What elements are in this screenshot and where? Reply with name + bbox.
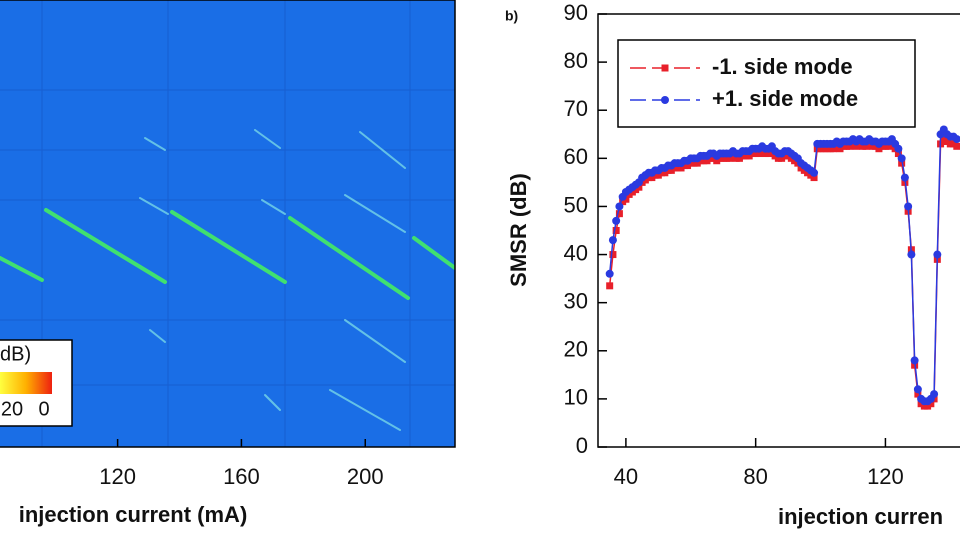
x-tick-label: 120 — [867, 464, 904, 489]
legend-marker — [661, 96, 669, 104]
data-point — [810, 174, 818, 182]
panel-label: b) — [505, 8, 518, 24]
data-point — [606, 282, 614, 290]
data-point — [930, 390, 939, 399]
data-point — [810, 168, 819, 177]
frame-a — [0, 0, 456, 448]
y-tick-label: 30 — [564, 288, 588, 313]
data-point — [612, 227, 620, 234]
legend-label: +1. side mode — [712, 86, 858, 111]
y-tick-label: 70 — [564, 96, 588, 121]
y-tick-label: 80 — [564, 48, 588, 73]
data-point — [609, 251, 617, 259]
data-point — [608, 236, 617, 245]
spectrogram — [0, 0, 455, 447]
y-tick-label: 10 — [564, 385, 588, 410]
data-point — [953, 142, 960, 150]
data-point — [612, 216, 621, 225]
x-tick-label: 80 — [743, 464, 767, 489]
y-tick-label: 20 — [564, 337, 588, 362]
legend-marker — [661, 64, 669, 72]
y-tick-label: 40 — [564, 240, 588, 265]
y-tick-label: 50 — [564, 192, 588, 217]
x-tick-label: 120 — [99, 464, 136, 489]
data-point — [933, 250, 942, 259]
colorbar-label: dB) — [0, 343, 31, 365]
data-point — [898, 159, 906, 167]
data-point — [927, 400, 935, 408]
y-tick-label: 0 — [576, 433, 588, 458]
x-tick-label: 200 — [347, 464, 384, 489]
data-point — [622, 195, 630, 203]
data-point — [615, 210, 623, 218]
x-tick-label: 160 — [223, 464, 260, 489]
x-axis-label: injection curren — [778, 504, 943, 529]
data-point — [894, 150, 902, 158]
data-point — [907, 250, 916, 259]
data-point — [615, 202, 624, 211]
y-tick-label: 90 — [564, 0, 588, 25]
colorbar-tick: 0 — [38, 398, 49, 420]
x-axis-label: injection current (mA) — [19, 502, 248, 527]
frame-b — [597, 13, 960, 448]
data-point — [897, 154, 906, 163]
y-tick-label: 60 — [564, 144, 588, 169]
data-point — [605, 269, 614, 278]
data-point — [913, 385, 922, 394]
data-point — [900, 173, 909, 182]
data-point — [952, 135, 960, 144]
x-tick-label: 40 — [614, 464, 638, 489]
data-point — [914, 390, 922, 398]
colorbar-tick: 20 — [1, 398, 23, 420]
data-point — [910, 356, 919, 365]
plot-area — [605, 125, 960, 410]
y-axis-label: SMSR (dB) — [506, 173, 531, 287]
data-point — [894, 144, 903, 153]
legend — [617, 39, 916, 128]
legend-label: -1. side mode — [712, 54, 853, 79]
data-point — [904, 202, 913, 211]
data-point — [635, 183, 643, 191]
